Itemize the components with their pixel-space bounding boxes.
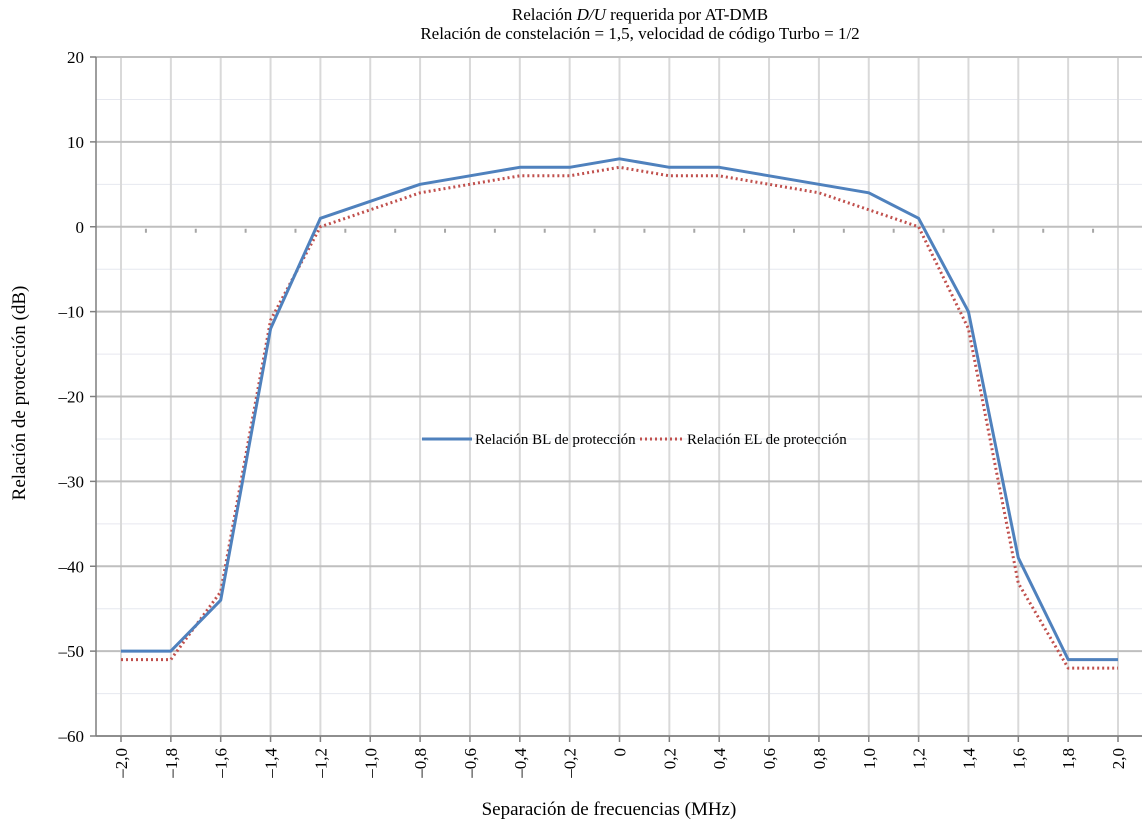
x-tick-label-14: 0,8 — [810, 748, 829, 769]
x-tick-label-4: –1,2 — [311, 748, 330, 779]
x-tick-label-16: 1,2 — [910, 748, 929, 769]
chart-title: Relación D/U requerida por AT-DMB — [512, 5, 768, 24]
y-tick-label-5: –30 — [58, 472, 85, 491]
x-tick-labels: –2,0 –1,8 –1,6 –1,4 –1,2 –1,0 –0,8 –0,6 –0,4 –0,2… — [112, 748, 1128, 779]
x-tick-label-7: –0,6 — [461, 748, 480, 779]
y-tick-label-7: –50 — [58, 642, 85, 661]
legend-label-bl: Relación BL de protección — [475, 432, 636, 448]
chart-subtitle: Relación de constelación = 1,5, velocida… — [420, 24, 859, 43]
x-tick-label-15: 1,0 — [860, 748, 879, 769]
y-tick-label-6: –40 — [58, 557, 85, 576]
x-tick-label-9: –0,2 — [561, 748, 580, 779]
y-tick-label-1: 10 — [67, 133, 84, 152]
x-tick-label-19: 1,8 — [1059, 748, 1078, 769]
legend: Relación BL de protección Relación EL de… — [422, 432, 847, 448]
y-tick-labels: 20 10 0 –10 –20 –30 –40 –50 –60 — [58, 48, 85, 746]
x-tick-label-2: –1,6 — [212, 748, 231, 779]
x-tick-label-18: 1,6 — [1009, 748, 1028, 769]
x-tick-label-10: 0 — [611, 748, 630, 757]
x-tick-label-12: 0,4 — [710, 748, 729, 770]
chart-title-part-2: D/U — [576, 5, 608, 24]
axes — [90, 56, 1142, 742]
x-tick-label-11: 0,2 — [660, 748, 679, 769]
chart-title-part-1: Relación — [512, 5, 577, 24]
x-tick-label-17: 1,4 — [959, 748, 978, 770]
x-tick-label-3: –1,4 — [262, 748, 281, 779]
y-axis-title: Relación de protección (dB) — [9, 286, 30, 501]
y-tick-label-4: –20 — [58, 388, 85, 407]
series-lines — [121, 157, 1118, 670]
y-tick-label-0: 20 — [67, 48, 84, 67]
y-tick-label-8: –60 — [58, 727, 85, 746]
x-tick-label-6: –0,8 — [411, 748, 430, 779]
y-tick-label-3: –10 — [58, 303, 85, 322]
legend-label-el: Relación EL de protección — [687, 432, 847, 448]
x-axis-title: Separación de frecuencias (MHz) — [482, 799, 737, 820]
series-line-bl — [121, 157, 1118, 662]
x-tick-label-1: –1,8 — [162, 748, 181, 779]
x-tick-label-8: –0,4 — [511, 748, 530, 779]
x-tick-label-20: 2,0 — [1109, 748, 1128, 769]
y-tick-label-2: 0 — [76, 218, 85, 237]
x-tick-label-0: –2,0 — [112, 748, 131, 779]
x-tick-label-5: –1,0 — [361, 748, 380, 779]
chart-title-part-3: requerida por AT-DMB — [606, 5, 768, 24]
x-tick-label-13: 0,6 — [760, 748, 779, 769]
